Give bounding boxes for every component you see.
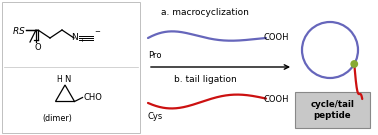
Circle shape [351,61,358,67]
FancyBboxPatch shape [295,92,370,128]
Text: COOH: COOH [264,95,290,104]
Text: Cys: Cys [148,112,163,121]
Text: −: − [94,29,100,35]
Text: Pro: Pro [148,51,161,60]
Text: b. tail ligation: b. tail ligation [174,75,236,84]
Text: N: N [71,33,77,41]
Text: +: + [79,38,84,43]
Text: O: O [35,43,41,52]
Text: a. macrocyclization: a. macrocyclization [161,8,249,17]
Text: COOH: COOH [264,33,290,43]
Text: N: N [64,75,70,84]
Text: CHO: CHO [84,93,102,102]
Bar [2,2,140,133]
Text: $\it{RS}$: $\it{RS}$ [12,24,26,36]
Text: cycle/tail
peptide: cycle/tail peptide [311,100,355,120]
Text: (dimer): (dimer) [42,114,72,122]
Text: H: H [56,75,62,84]
